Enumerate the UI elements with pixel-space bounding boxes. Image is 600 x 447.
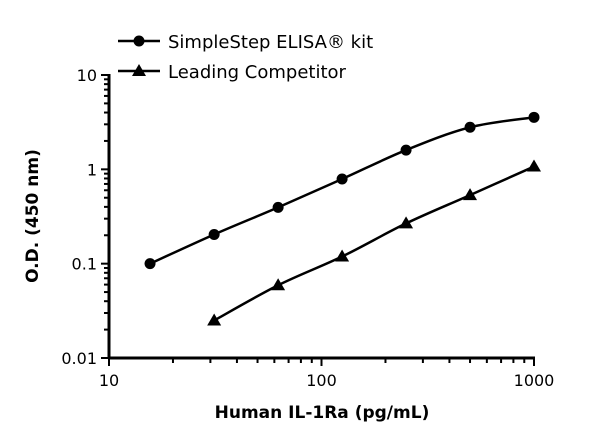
data-point-circle [528,111,540,123]
data-point-circle [400,144,412,156]
series-layer [144,111,541,326]
axes: 10 100 1000 0.01 0.1 1 10 [61,66,554,390]
series-line-2 [213,165,535,322]
x-tick-label: 10 [99,371,119,390]
y-tick-label: 0.01 [61,349,97,368]
data-point-triangle [463,188,478,201]
y-tick-label: 0.1 [72,255,97,274]
x-tick-label: 1000 [514,371,555,390]
series-line-1 [149,116,535,265]
data-point-triangle [399,216,414,229]
legend-label-series-2: Leading Competitor [168,62,347,83]
data-point-circle [272,201,284,213]
y-tick-label: 10 [77,66,97,85]
y-tick-label: 1 [87,160,97,179]
legend-marker-triangle [132,64,146,76]
data-point-circle [208,228,220,240]
legend-marker-circle [133,35,145,47]
legend-label-series-1: SimpleStep ELISA® kit [168,32,373,53]
data-point-triangle [335,249,350,262]
data-point-triangle [527,159,541,172]
data-point-circle [336,173,348,185]
legend: SimpleStep ELISA® kit Leading Competitor [118,32,373,83]
data-point-circle [144,258,156,270]
data-point-triangle [271,278,286,291]
x-tick-label: 100 [306,371,337,390]
data-point-triangle [207,313,222,326]
x-axis-label: Human IL-1Ra (pg/mL) [215,403,430,423]
y-axis-label: O.D. (450 nm) [23,149,43,283]
data-point-circle [464,121,476,133]
